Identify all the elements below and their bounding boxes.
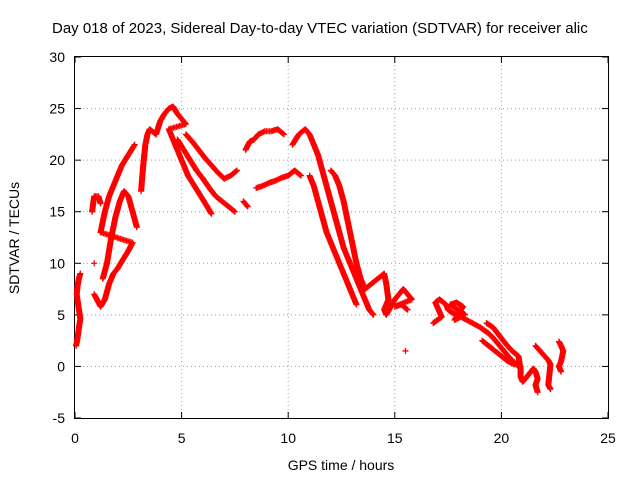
data-point <box>234 167 241 174</box>
x-tick-label: 15 <box>387 430 403 446</box>
y-tick-label: 20 <box>49 152 65 168</box>
data-point <box>97 200 104 207</box>
x-tick-label: 20 <box>494 430 510 446</box>
x-tick-label: 10 <box>280 430 296 446</box>
y-tick-label: 0 <box>57 358 65 374</box>
x-axis: 0 5 10 15 20 25 <box>71 57 616 446</box>
data-point <box>77 270 84 277</box>
y-tick-label: 15 <box>49 204 65 220</box>
data-point <box>231 208 238 215</box>
y-axis-label: SDTVAR / TECUs <box>6 182 22 294</box>
data-point <box>534 389 541 396</box>
data-point <box>297 172 304 179</box>
data-point <box>280 130 287 137</box>
data-point <box>280 131 287 138</box>
x-tick-label: 25 <box>600 430 616 446</box>
data-point <box>243 202 250 209</box>
data-point <box>369 310 376 317</box>
data-point <box>547 386 554 393</box>
data-point <box>230 207 237 214</box>
y-tick-label: 10 <box>49 255 65 271</box>
data-point <box>353 301 360 308</box>
data-point <box>297 171 304 178</box>
data-series <box>73 103 567 396</box>
data-point <box>91 260 98 267</box>
y-tick-label: 5 <box>57 307 65 323</box>
data-point <box>133 224 140 231</box>
x-tick-label: 0 <box>71 430 79 446</box>
x-tick-label: 5 <box>178 430 186 446</box>
data-point <box>370 311 377 318</box>
data-point <box>402 347 409 354</box>
data-point <box>511 361 518 368</box>
y-tick-label: 30 <box>49 49 65 65</box>
data-point <box>558 368 565 375</box>
y-axis: -5 0 5 10 15 20 25 30 <box>49 49 608 426</box>
data-point <box>403 305 410 312</box>
data-point <box>233 168 240 175</box>
y-tick-label: -5 <box>53 410 66 426</box>
plot-frame <box>74 56 609 419</box>
data-point <box>131 141 138 148</box>
y-tick-label: 25 <box>49 101 65 117</box>
x-axis-label: GPS time / hours <box>288 457 395 473</box>
data-point <box>244 203 251 210</box>
data-point <box>404 306 411 313</box>
chart-title: Day 018 of 2023, Sidereal Day-to-day VTE… <box>52 20 588 37</box>
data-point <box>208 210 215 217</box>
